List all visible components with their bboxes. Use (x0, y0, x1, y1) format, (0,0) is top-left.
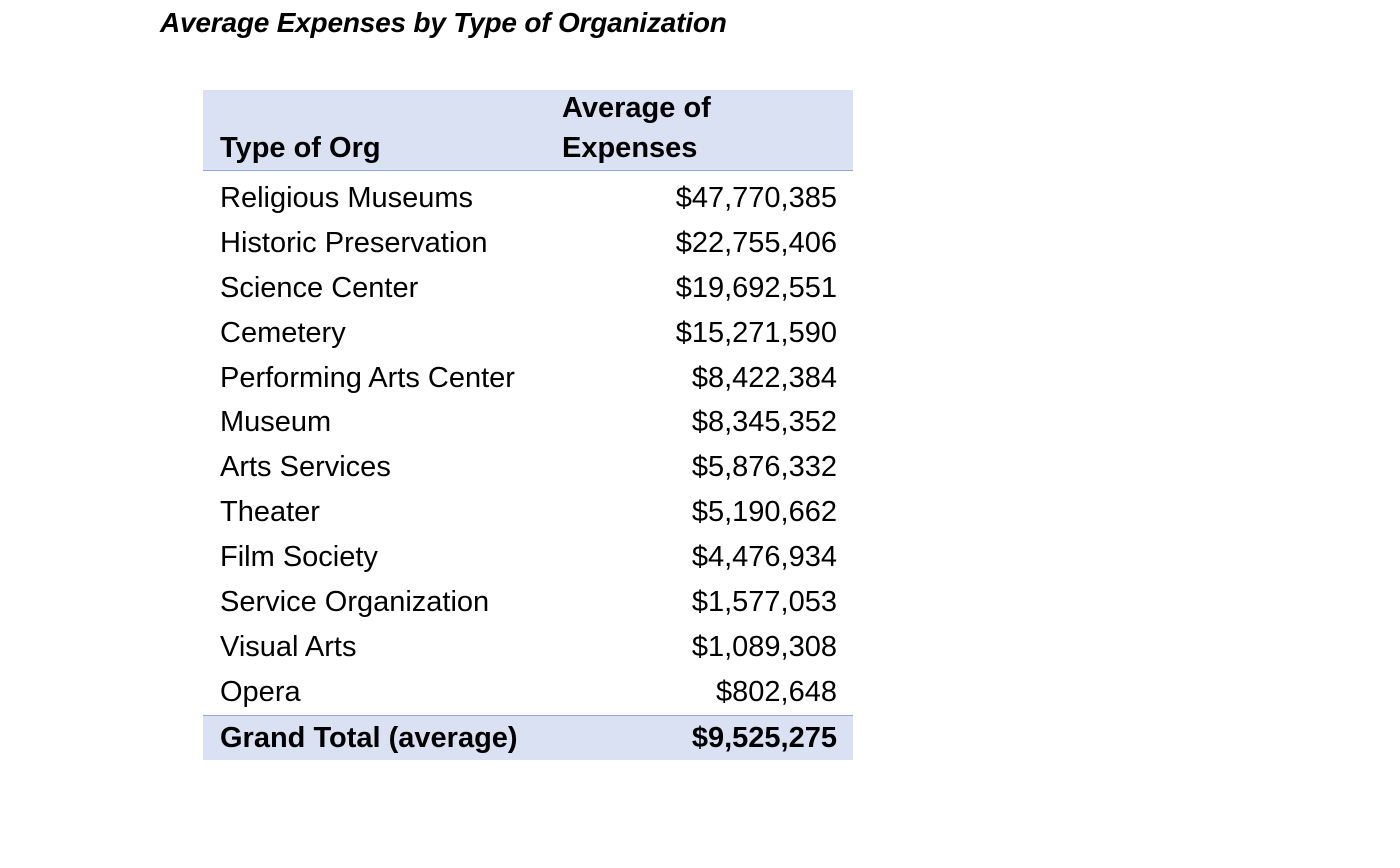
row-value: $8,422,384 (691, 361, 837, 394)
table-body: Religious Museums $47,770,385 Historic P… (203, 171, 853, 715)
row-label: Science Center (220, 271, 419, 304)
table-header: Type of Org Average of Expenses (203, 90, 853, 171)
row-label: Arts Services (220, 451, 391, 484)
table-row: Opera $802,648 (203, 670, 853, 715)
grand-total-row: Grand Total (average) $9,525,275 (203, 714, 853, 760)
row-value: $5,876,332 (691, 451, 837, 484)
table-row: Film Society $4,476,934 (203, 535, 853, 580)
row-value: $19,692,551 (675, 271, 837, 304)
row-value: $1,089,308 (691, 630, 837, 663)
header-line-2: Expenses (562, 132, 698, 164)
header-type-of-org: Type of Org (220, 132, 381, 164)
table-row: Arts Services $5,876,332 (203, 445, 853, 490)
row-label: Opera (220, 675, 301, 708)
row-label: Film Society (220, 541, 378, 574)
row-label: Historic Preservation (220, 226, 488, 259)
table-row: Museum $8,345,352 (203, 400, 853, 445)
table-row: Religious Museums $47,770,385 (203, 176, 853, 221)
row-value: $47,770,385 (675, 182, 837, 214)
header-line-1: Average of (562, 92, 711, 124)
table-row: Performing Arts Center $8,422,384 (203, 356, 853, 401)
document-title: Average Expenses by Type of Organization (160, 7, 727, 38)
row-label: Cemetery (220, 316, 346, 349)
grand-total-label: Grand Total (average) (220, 721, 518, 754)
table-row: Science Center $19,692,551 (203, 266, 853, 311)
row-label: Religious Museums (220, 182, 474, 214)
pivot-table: Type of Org Average of Expenses Religiou… (203, 90, 853, 760)
table-row: Cemetery $15,271,590 (203, 311, 853, 356)
table-row: Service Organization $1,577,053 (203, 580, 853, 625)
table-row: Theater $5,190,662 (203, 490, 853, 535)
row-label: Theater (220, 496, 320, 529)
row-value: $1,577,053 (691, 586, 837, 619)
row-value: $5,190,662 (691, 496, 837, 529)
table-row: Visual Arts $1,089,308 (203, 625, 853, 670)
row-label: Service Organization (220, 586, 490, 619)
row-value: $8,345,352 (691, 406, 837, 439)
row-value: $22,755,406 (675, 226, 837, 259)
row-label: Visual Arts (220, 630, 357, 663)
row-value: $4,476,934 (691, 541, 837, 574)
grand-total-value: $9,525,275 (691, 721, 837, 754)
row-value: $15,271,590 (675, 316, 837, 349)
row-label: Performing Arts Center (220, 361, 515, 394)
row-value: $802,648 (716, 675, 837, 708)
header-average-of-expenses: Average of Expenses (562, 88, 852, 168)
table-row: Historic Preservation $22,755,406 (203, 221, 853, 266)
row-label: Museum (220, 406, 332, 439)
